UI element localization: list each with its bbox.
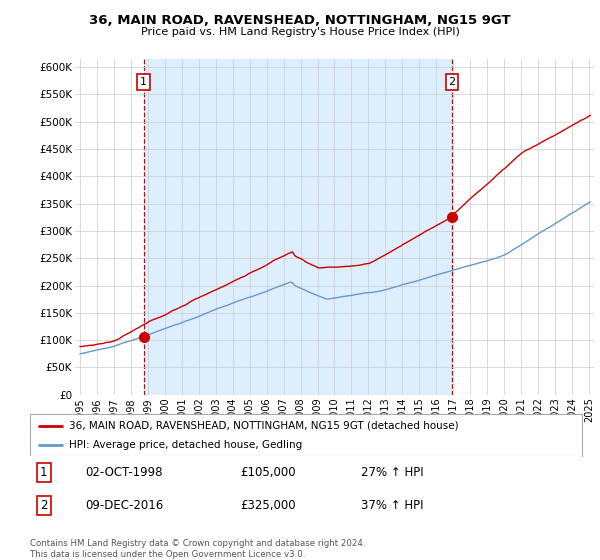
Text: 37% ↑ HPI: 37% ↑ HPI (361, 499, 424, 512)
Text: 09-DEC-2016: 09-DEC-2016 (85, 499, 163, 512)
Text: 27% ↑ HPI: 27% ↑ HPI (361, 465, 424, 479)
Text: 1: 1 (40, 465, 47, 479)
Text: HPI: Average price, detached house, Gedling: HPI: Average price, detached house, Gedl… (68, 440, 302, 450)
Text: 36, MAIN ROAD, RAVENSHEAD, NOTTINGHAM, NG15 9GT: 36, MAIN ROAD, RAVENSHEAD, NOTTINGHAM, N… (89, 14, 511, 27)
Text: 2: 2 (40, 499, 47, 512)
Text: £325,000: £325,000 (240, 499, 295, 512)
Text: 36, MAIN ROAD, RAVENSHEAD, NOTTINGHAM, NG15 9GT (detached house): 36, MAIN ROAD, RAVENSHEAD, NOTTINGHAM, N… (68, 421, 458, 431)
Text: Contains HM Land Registry data © Crown copyright and database right 2024.
This d: Contains HM Land Registry data © Crown c… (30, 539, 365, 559)
Text: 02-OCT-1998: 02-OCT-1998 (85, 465, 163, 479)
Text: 1: 1 (140, 77, 147, 87)
Text: 2: 2 (448, 77, 455, 87)
Text: £105,000: £105,000 (240, 465, 295, 479)
Text: Price paid vs. HM Land Registry's House Price Index (HPI): Price paid vs. HM Land Registry's House … (140, 27, 460, 37)
Bar (143, 59, 452, 395)
